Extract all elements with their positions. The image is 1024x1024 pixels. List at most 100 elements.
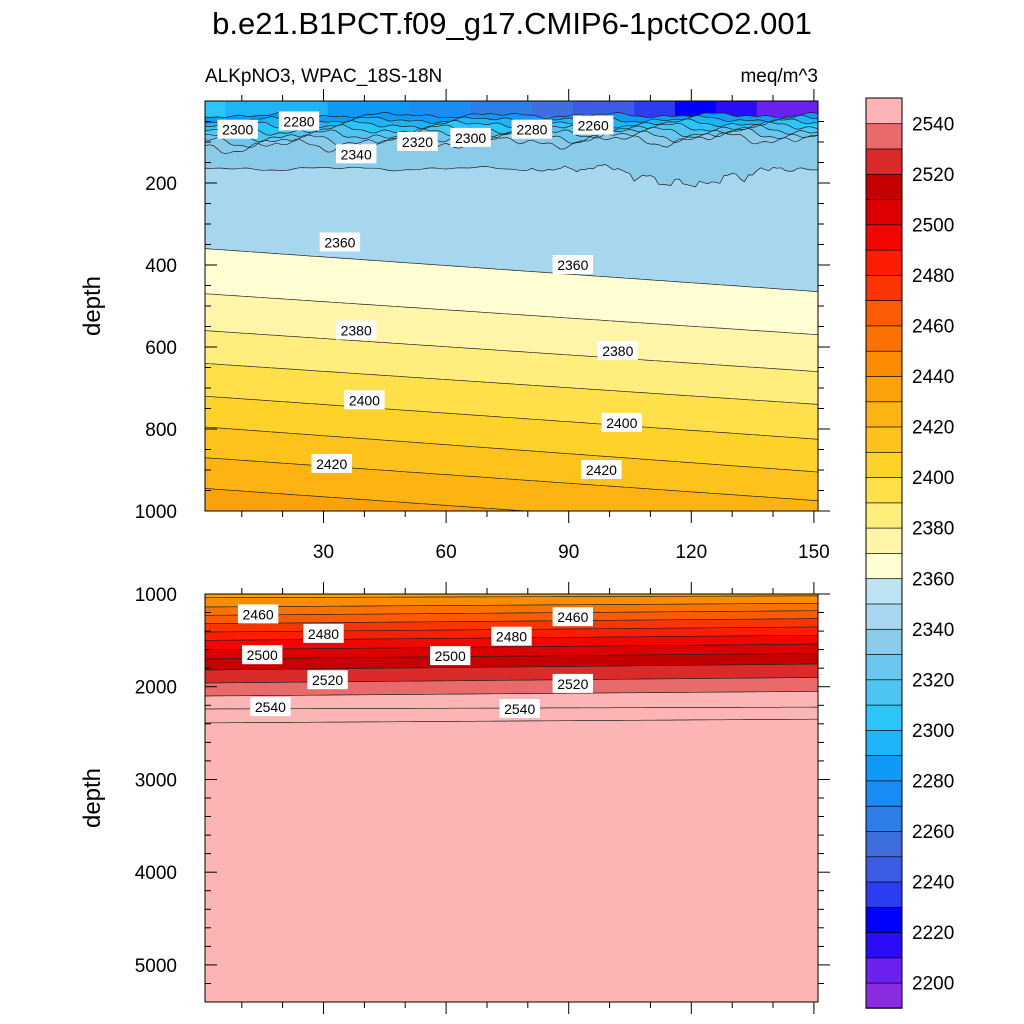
deep-contour-label-box (499, 699, 540, 718)
contour-line-2390 (205, 363, 818, 405)
deep-contour-label-box (307, 670, 348, 690)
colorbar-tick-label: 2400 (912, 468, 954, 489)
surface-cell (327, 101, 349, 118)
upper-x-tick-label: 120 (675, 542, 707, 563)
band-2370 (205, 248, 818, 335)
surface-cell (756, 101, 778, 118)
colorbar-swatch (865, 122, 903, 150)
colorbar-swatch (865, 198, 903, 226)
upper-x-tick-label: 90 (558, 542, 579, 563)
deep-contour-label-box (552, 607, 593, 627)
surface-cell (634, 101, 656, 118)
upper-contour-label: 2380 (602, 343, 633, 359)
colorbar-tick-label: 2420 (912, 418, 954, 439)
band-2420 (205, 427, 818, 501)
upper-y-tick-label: 600 (145, 338, 177, 359)
surface-cell (470, 101, 492, 118)
upper-contour-label: 2420 (316, 456, 347, 472)
upper-y-tick-label: 800 (145, 420, 177, 441)
colorbar-swatch (865, 729, 903, 756)
deep-y-tick-label: 3000 (135, 771, 177, 792)
surface-cell (654, 101, 676, 118)
upper-contour-label: 2400 (349, 392, 380, 408)
surface-cell (777, 101, 799, 118)
contour-line-2330 (205, 132, 818, 155)
colorbar-swatch (865, 502, 903, 529)
deep-contour-labels: 2460 2460 2480 2480 2500 2500 2520 2520 2540 2540 (237, 604, 593, 718)
surface-cell (736, 101, 758, 118)
colorbar-tick-label: 2540 (912, 114, 954, 135)
shallow-band-2280 (205, 112, 818, 124)
surface-cell (511, 101, 533, 118)
contour-line-2430 (205, 488, 532, 511)
upper-y-tick-label: 400 (145, 256, 177, 277)
upper-contour-label-box (397, 132, 438, 151)
surface-cell (491, 101, 513, 118)
upper-x-tick-label: 60 (436, 542, 457, 563)
deep-y-tick-label: 4000 (135, 863, 177, 884)
deep-y-tick-label: 1000 (135, 585, 177, 606)
upper-y-tick-label: 200 (145, 174, 177, 195)
contour-line-2470 (205, 618, 818, 625)
surface-cell (409, 101, 431, 118)
colorbar-tick-label: 2300 (912, 721, 954, 742)
colorbar-tick-label: 2500 (912, 215, 954, 236)
band-2380 (205, 293, 818, 372)
shallow-band-2320 (205, 124, 818, 148)
contour-line-2360 (205, 248, 818, 293)
colorbar-swatch (865, 931, 903, 959)
band-2450 (205, 595, 818, 607)
deep-axes: 1000 2000 3000 4000 5000 (135, 582, 830, 1014)
colorbar-swatch (865, 805, 903, 832)
deep-y-axis-title: depth (79, 768, 106, 828)
colorbar-swatch (865, 830, 903, 858)
contour-line-2340 (205, 164, 818, 188)
shallow-band-2290 (205, 115, 818, 129)
colorbar-tick-label: 2380 (912, 519, 954, 540)
colorbar-swatch (865, 881, 903, 908)
band-2520 (205, 653, 818, 670)
surface-cell (205, 101, 226, 118)
upper-depth-panel: 2300 2280 2340 2320 2300 2280 2260 2360 2360 2380… (79, 89, 830, 563)
deep-contour-label-box (303, 623, 344, 643)
colorbar-swatch (865, 780, 903, 807)
band-2440 (205, 594, 818, 598)
colorbar-swatch (865, 274, 903, 301)
colorbar-swatch (865, 224, 903, 251)
upper-contour-label-box (573, 115, 614, 135)
upper-x-tick-label: 30 (313, 542, 334, 563)
surface-cell (245, 101, 267, 118)
band-2390 (205, 330, 818, 405)
deep-contour-label-box (242, 645, 283, 665)
upper-contour-label-box (597, 341, 638, 361)
colorbar-swatch (865, 476, 903, 504)
deep-contour-label: 2500 (435, 648, 466, 664)
deep-contour-label-box (491, 626, 532, 646)
contour-line-2520 (205, 663, 818, 671)
contour-line-2420 (205, 457, 818, 502)
colorbar-swatch (865, 400, 903, 428)
deep-alkalinity-field (205, 594, 818, 1002)
contour-line-2410 (205, 426, 818, 473)
deep-contour-label: 2480 (496, 629, 527, 645)
upper-contour-label: 2360 (324, 235, 355, 251)
colorbar-swatch (865, 426, 903, 453)
contour-line-2460 (205, 610, 818, 616)
variable-subtitle: ALKpNO3, WPAC_18S-18N (205, 66, 442, 87)
colorbar-tick-label: 2280 (912, 772, 954, 793)
colorbar-tick-label: 2240 (912, 873, 954, 894)
deep-contour-label: 2480 (308, 626, 339, 642)
colorbar-swatch (865, 628, 903, 655)
contour-line-2450 (205, 602, 818, 608)
colorbar-swatch (865, 97, 903, 125)
colorbar-tick-label: 2520 (912, 165, 954, 186)
colorbar-swatch (865, 527, 903, 554)
band-2570 (205, 719, 818, 1002)
surface-cell (348, 101, 369, 118)
deep-contour-label-box (250, 697, 291, 717)
colorbar-swatch (865, 603, 903, 630)
contour-line-2510 (205, 652, 818, 660)
upper-contour-label: 2380 (341, 323, 372, 339)
deep-contour-label: 2540 (504, 701, 535, 717)
